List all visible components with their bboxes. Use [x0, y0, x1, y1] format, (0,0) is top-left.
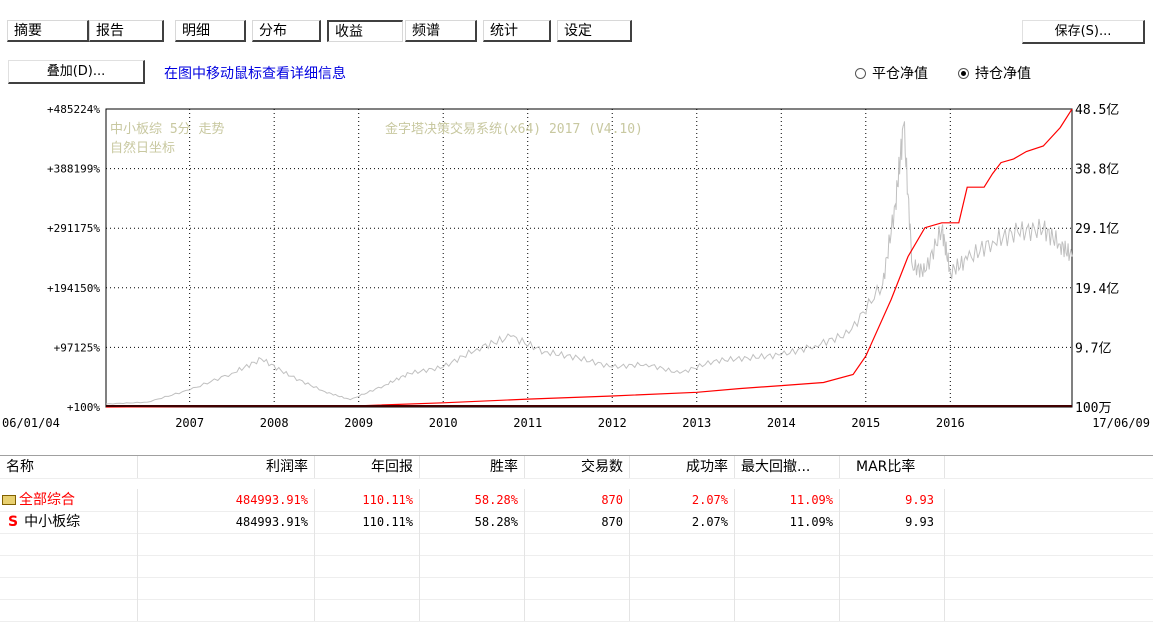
folder-icon — [2, 495, 16, 505]
table-cell: 11.09% — [735, 489, 840, 511]
x-tick-label: 2010 — [429, 416, 458, 430]
index-line — [105, 121, 1073, 405]
y-left-tick-label: +388199% — [47, 163, 100, 176]
row-name-cell: S 中小板综 — [0, 511, 138, 533]
table-cell: 484993.91% — [138, 489, 315, 511]
radio-hold-nav[interactable]: 持仓净值 — [958, 63, 1031, 83]
col-header-win-rate[interactable]: 胜率 — [420, 456, 525, 478]
x-tick-label: 2014 — [767, 416, 796, 430]
radio-circle-selected-icon[interactable] — [958, 67, 969, 79]
radio-hold-nav-label: 持仓净值 — [975, 66, 1031, 82]
col-header-annual-return[interactable]: 年回报 — [315, 456, 420, 478]
x-start-label: 06/01/04 — [2, 416, 60, 430]
x-tick-label: 2011 — [513, 416, 542, 430]
table-cell: 870 — [525, 511, 630, 533]
tab-report[interactable]: 报告 — [89, 20, 164, 42]
row-name-cell: 全部综合 — [0, 489, 138, 511]
chart-title: 中小板综 5分 走势 — [110, 121, 224, 137]
y-right-tick-label: 9.7亿 — [1075, 341, 1111, 356]
x-tick-label: 2007 — [175, 416, 204, 430]
col-header-success-rate[interactable]: 成功率 — [630, 456, 735, 478]
row-name: 中小板综 — [24, 514, 81, 530]
save-button[interactable]: 保存(S)... — [1022, 20, 1145, 44]
col-header-empty — [945, 456, 1153, 478]
y-right-tick-label: 48.5亿 — [1075, 103, 1119, 118]
y-left-tick-label: +485224% — [47, 103, 100, 116]
equity-chart[interactable]: +100% 100万 +97125% 9.7亿 +194150% 19.4亿 +291175… — [0, 95, 1153, 442]
tab-distribution[interactable]: 分布 — [252, 20, 321, 42]
x-tick-label: 2008 — [260, 416, 289, 430]
chart-labels: +100% 100万 +97125% 9.7亿 +194150% 19.4亿 +291175… — [2, 103, 1150, 430]
tab-detail[interactable]: 明细 — [175, 20, 246, 42]
x-tick-label: 2013 — [682, 416, 711, 430]
table-cell: 870 — [525, 489, 630, 511]
table-cell: 110.11% — [315, 489, 420, 511]
table-cell: 2.07% — [630, 511, 735, 533]
tab-summary[interactable]: 摘要 — [7, 20, 89, 42]
radio-close-nav-label: 平仓净值 — [872, 66, 928, 82]
equity-line — [105, 108, 1073, 408]
x-tick-label: 2015 — [851, 416, 880, 430]
chart-grid — [105, 108, 1073, 408]
table-header: 名称 利润率 年回报 胜率 交易数 成功率 最大回撤... MAR比率 — [0, 456, 1153, 479]
table-row-empty — [0, 577, 1153, 600]
chart-lines — [105, 108, 1073, 408]
tab-spectrum[interactable]: 频谱 — [405, 20, 477, 42]
tab-profit[interactable]: 收益 — [327, 20, 403, 42]
table-cell: 110.11% — [315, 511, 420, 533]
table-cell: 9.93 — [840, 489, 945, 511]
y-right-tick-label: 100万 — [1075, 401, 1111, 416]
chart-svg[interactable]: +100% 100万 +97125% 9.7亿 +194150% 19.4亿 +291175… — [0, 95, 1153, 442]
tab-settings[interactable]: 设定 — [557, 20, 632, 42]
results-table: 名称 利润率 年回报 胜率 交易数 成功率 最大回撤... MAR比率 全部综合… — [0, 455, 1153, 623]
y-left-tick-label: +291175% — [47, 222, 100, 235]
table-cell: 2.07% — [630, 489, 735, 511]
radio-close-nav[interactable]: 平仓净值 — [855, 63, 928, 83]
radio-circle-icon[interactable] — [855, 67, 866, 79]
table-cell: 11.09% — [735, 511, 840, 533]
plot-frame — [105, 108, 1073, 408]
tab-statistics[interactable]: 统计 — [483, 20, 551, 42]
col-header-mar[interactable]: MAR比率 — [840, 456, 945, 478]
y-right-tick-label: 29.1亿 — [1075, 222, 1119, 237]
table-cell: 484993.91% — [138, 511, 315, 533]
s-icon: S — [8, 514, 19, 530]
col-header-max-drawdown[interactable]: 最大回撤... — [735, 456, 840, 478]
overlay-button[interactable]: 叠加(D)... — [8, 60, 145, 84]
col-header-profit-rate[interactable]: 利润率 — [138, 456, 315, 478]
y-right-tick-label: 19.4亿 — [1075, 282, 1119, 297]
y-left-tick-label: +100% — [67, 401, 100, 414]
table-row[interactable]: S 中小板综 484993.91% 110.11% 58.28% 870 2.07… — [0, 511, 1153, 534]
x-end-label: 17/06/09 — [1092, 416, 1150, 430]
table-row-empty — [0, 599, 1153, 622]
col-header-name[interactable]: 名称 — [0, 456, 138, 478]
x-tick-label: 2009 — [344, 416, 373, 430]
table-cell: 58.28% — [420, 511, 525, 533]
table-cell: 9.93 — [840, 511, 945, 533]
table-row[interactable]: 全部综合 484993.91% 110.11% 58.28% 870 2.07%… — [0, 489, 1153, 512]
table-row-empty — [0, 533, 1153, 556]
table-cell: 58.28% — [420, 489, 525, 511]
row-name: 全部综合 — [19, 492, 75, 508]
table-cell-empty — [945, 489, 1153, 511]
x-tick-label: 2012 — [598, 416, 627, 430]
hint-text: 在图中移动鼠标查看详细信息 — [164, 66, 346, 82]
y-left-tick-label: +194150% — [47, 282, 100, 295]
y-left-tick-label: +97125% — [54, 341, 101, 354]
chart-watermark: 金字塔决策交易系统(x64) 2017 (V4.10) — [385, 121, 643, 137]
y-right-tick-label: 38.8亿 — [1075, 163, 1119, 178]
table-row-empty — [0, 555, 1153, 578]
col-header-trades[interactable]: 交易数 — [525, 456, 630, 478]
chart-subtitle: 自然日坐标 — [110, 140, 175, 156]
table-cell-empty — [945, 511, 1153, 533]
x-tick-label: 2016 — [936, 416, 965, 430]
